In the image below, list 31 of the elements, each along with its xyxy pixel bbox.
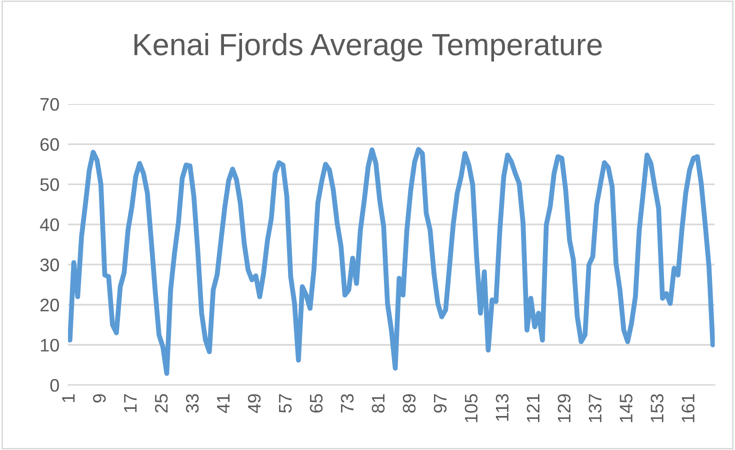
x-tick-label: 153: [650, 394, 664, 422]
x-tick-label: 97: [434, 394, 447, 413]
line-series: [68, 146, 715, 376]
x-tick-label: 145: [620, 394, 632, 422]
chart-title: Kenai Fjords Average Temperature: [134, 33, 602, 62]
x-tick-label: 25: [154, 394, 168, 413]
x-tick-label: 89: [402, 394, 416, 413]
y-tick-label: 60: [40, 138, 59, 151]
y-tick-label: 70: [40, 98, 59, 111]
x-tick-label: 137: [588, 394, 602, 422]
y-tick-label: 50: [40, 178, 59, 192]
x-tick-label: 1: [62, 394, 75, 402]
y-tick-label: 10: [40, 338, 59, 352]
x-tick-label: 41: [217, 394, 230, 414]
x-tick-label: 17: [124, 394, 137, 412]
x-tick-label: 121: [526, 394, 540, 422]
y-tick-label: 40: [40, 218, 59, 232]
x-tick-label: 129: [558, 394, 571, 422]
x-tick-label: 57: [279, 394, 292, 413]
x-tick-label: 65: [310, 394, 323, 413]
x-tick-label: 49: [248, 394, 261, 414]
x-tick-label: 105: [464, 394, 478, 422]
x-tick-label: 81: [372, 394, 385, 413]
y-tick-label: 0: [50, 378, 59, 392]
x-tick-label: 113: [496, 394, 509, 421]
x-tick-label: 161: [682, 394, 694, 422]
y-tick-label: 30: [40, 258, 59, 272]
y-tick-label: 20: [40, 298, 59, 312]
x-tick-label: 33: [186, 394, 199, 413]
x-tick-label: 9: [92, 394, 106, 403]
x-tick-label: 73: [340, 394, 354, 413]
